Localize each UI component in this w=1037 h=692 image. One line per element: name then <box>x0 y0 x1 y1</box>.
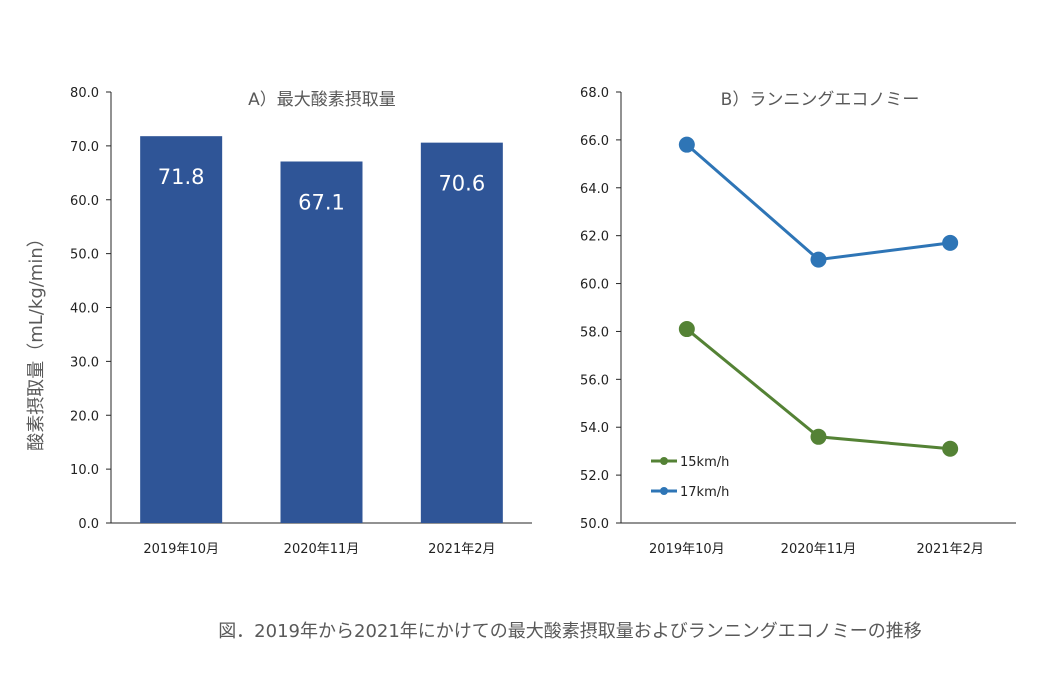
chart-b-series-0 <box>678 321 959 457</box>
chart-b-y-tick-label: 50.0 <box>580 517 609 532</box>
chart-a: A）最大酸素摂取量 酸素摂取量（mL/kg/min） 0.0 10.0 20.0 30… <box>26 86 532 557</box>
chart-a-y-tick-label: 60.0 <box>70 194 99 209</box>
chart-b-y-tick-label: 68.0 <box>580 86 609 101</box>
chart-a-y-tick-label: 0.0 <box>78 517 99 532</box>
chart-a-category-label: 2019年10月 <box>143 542 219 557</box>
chart-a-y-tick-label: 10.0 <box>70 463 99 478</box>
chart-a-y-tick-label: 40.0 <box>70 302 99 317</box>
chart-a-bar <box>140 136 223 524</box>
chart-a-data-label: 67.1 <box>298 190 345 214</box>
chart-b-legend-label: 17km/h <box>680 485 729 500</box>
chart-b-y-tick-label: 54.0 <box>580 421 609 436</box>
chart-a-y-tick-label: 30.0 <box>70 355 99 370</box>
chart-b-series-line <box>685 143 951 262</box>
chart-b: B）ランニングエコノミー 50.0 52.0 54.0 56.0 58.0 60.0 62.… <box>580 86 1016 557</box>
chart-b-y-tick-label: 52.0 <box>580 469 609 484</box>
chart-a-y-tick-label: 20.0 <box>70 409 99 424</box>
chart-b-title: B）ランニングエコノミー <box>721 90 920 110</box>
chart-b-y-tick-label: 66.0 <box>580 134 609 149</box>
chart-b-legend: 15km/h 17km/h <box>651 455 729 500</box>
chart-b-data-point <box>942 234 959 251</box>
chart-b-data-point <box>942 440 959 457</box>
chart-b-y-tick-label: 56.0 <box>580 373 609 388</box>
figure-caption: 図．2019年から2021年にかけての最大酸素摂取量およびランニングエコノミーの… <box>218 621 922 642</box>
chart-b-category-label: 2020年11月 <box>781 542 857 557</box>
chart-a-category-label: 2021年2月 <box>428 542 495 557</box>
chart-a-bar <box>280 161 363 523</box>
chart-b-data-point <box>678 136 695 153</box>
chart-b-legend-marker <box>660 487 668 495</box>
chart-a-y-tick-label: 70.0 <box>70 140 99 155</box>
chart-b-series-1 <box>678 136 959 268</box>
chart-b-y-tick-label: 62.0 <box>580 230 609 245</box>
chart-b-legend-label: 15km/h <box>680 455 729 470</box>
chart-a-y-tick-label: 80.0 <box>70 86 99 101</box>
chart-a-title: A）最大酸素摂取量 <box>248 90 396 110</box>
chart-a-y-tick-label: 50.0 <box>70 248 99 263</box>
chart-a-y-axis-label: 酸素摂取量（mL/kg/min） <box>26 229 47 450</box>
chart-b-legend-marker <box>660 457 668 465</box>
chart-a-data-label: 71.8 <box>158 165 205 189</box>
chart-b-category-label: 2021年2月 <box>916 542 983 557</box>
chart-a-bar <box>420 142 503 523</box>
chart-b-data-point <box>678 321 695 338</box>
chart-b-data-point <box>810 251 827 268</box>
chart-b-data-point <box>810 428 827 445</box>
chart-b-category-label: 2019年10月 <box>649 542 725 557</box>
chart-a-category-label: 2020年11月 <box>284 542 360 557</box>
chart-b-y-tick-label: 64.0 <box>580 182 609 197</box>
chart-b-y-tick-label: 60.0 <box>580 278 609 293</box>
chart-b-y-tick-label: 58.0 <box>580 325 609 340</box>
chart-a-data-label: 70.6 <box>438 172 485 196</box>
